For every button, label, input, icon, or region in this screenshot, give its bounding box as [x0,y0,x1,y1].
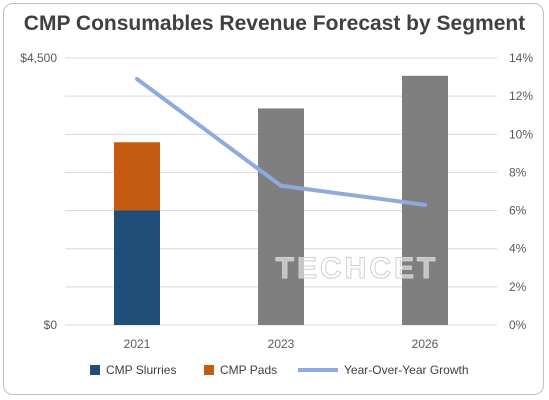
y-right-tick-label: 2% [509,280,527,294]
watermark-logo: TECHCET [276,252,439,285]
bar-total [402,75,448,325]
line-point [423,203,427,207]
legend-swatch-cmp-pads [204,365,214,375]
y-right-tick-label: 12% [509,89,533,103]
line-point [279,184,283,188]
x-tick-label: 2026 [412,337,439,351]
x-tick-label: 2021 [124,337,151,351]
y-right-tick-label: 6% [509,204,527,218]
y-left-tick-label: $0 [44,318,58,332]
legend-label-year-over-year-growth: Year-Over-Year Growth [344,363,469,377]
bar-cmp-slurries [114,210,160,325]
y-right-tick-label: 10% [509,127,533,141]
bar-total [258,108,304,325]
y-right-tick-label: 4% [509,242,527,256]
y-right-tick-label: 0% [509,318,527,332]
legend-swatch-cmp-slurries [90,365,100,375]
bar-cmp-pads [114,142,160,211]
y-right-tick-label: 14% [509,51,533,65]
legend-label-cmp-slurries: CMP Slurries [106,363,176,377]
chart-title: CMP Consumables Revenue Forecast by Segm… [23,12,526,35]
y-right-tick-label: 8% [509,165,527,179]
y-left-tick-label: $4,500 [20,51,57,65]
x-tick-label: 2023 [268,337,295,351]
line-point [135,77,139,81]
legend-label-cmp-pads: CMP Pads [220,363,277,377]
